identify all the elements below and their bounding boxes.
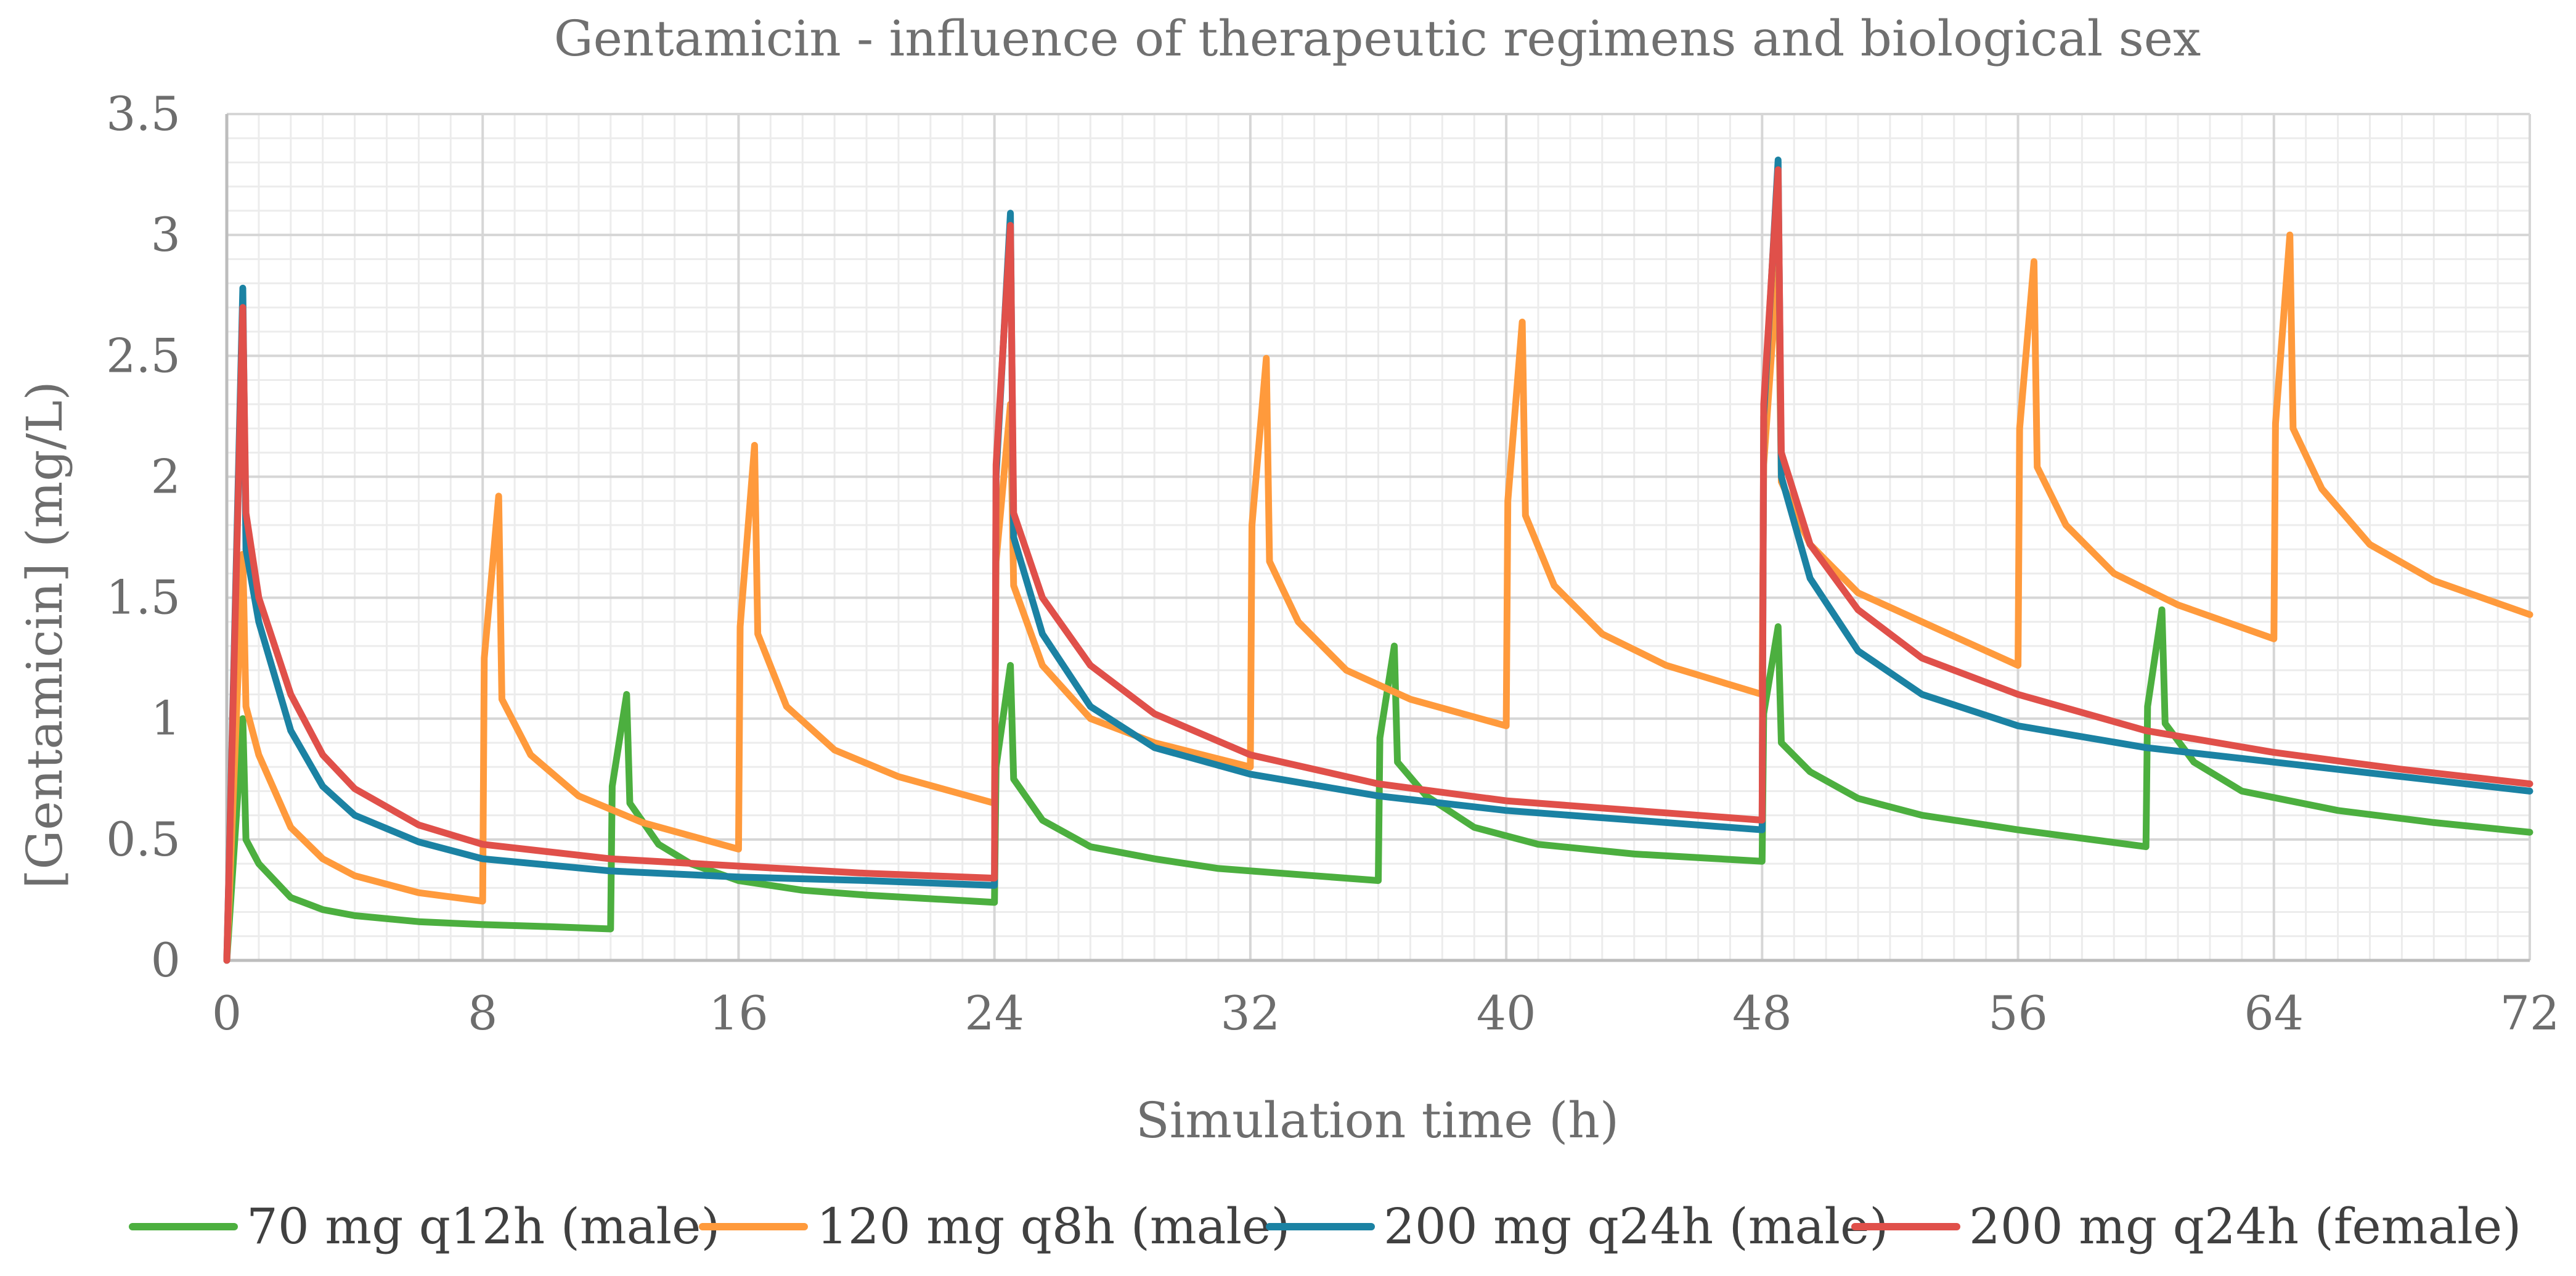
y-axis-label: [Gentamicin] (mg/L): [16, 381, 73, 888]
y-tick-label: 2.5: [106, 328, 181, 383]
x-axis-label: Simulation time (h): [1136, 1092, 1619, 1149]
x-tick-label: 32: [1221, 986, 1281, 1041]
x-tick-label: 48: [1732, 986, 1792, 1041]
series-line: [223, 231, 2533, 964]
y-tick-label: 0: [151, 933, 181, 988]
y-tick-label: 0.5: [106, 812, 181, 867]
x-tick-label: 56: [1988, 986, 2048, 1041]
x-tick-label: 64: [2244, 986, 2304, 1041]
tick-labels: 0 8 16 24 32 40 48 56 64 72 0 0.5 1 1.5 2 2.5 3 3.5: [106, 86, 2559, 1041]
legend-label: 200 mg q24h (male): [1384, 1198, 1889, 1255]
series-line: [223, 157, 2533, 964]
legend-label: 120 mg q8h (male): [817, 1198, 1290, 1255]
y-tick-label: 2: [151, 449, 181, 504]
y-tick-label: 1: [151, 691, 181, 746]
x-tick-label: 0: [212, 986, 242, 1041]
x-tick-label: 16: [709, 986, 768, 1041]
x-tick-label: 72: [2500, 986, 2560, 1041]
chart-title: Gentamicin - influence of therapeutic re…: [554, 10, 2201, 67]
y-tick-label: 3: [151, 207, 181, 262]
legend-label: 70 mg q12h (male): [247, 1198, 720, 1255]
series-line: [223, 606, 2533, 964]
x-tick-label: 8: [468, 986, 497, 1041]
x-tick-label: 24: [964, 986, 1024, 1041]
legend-label: 200 mg q24h (female): [1969, 1198, 2521, 1255]
series-line: [223, 166, 2533, 964]
y-tick-label: 3.5: [106, 86, 181, 141]
y-tick-label: 1.5: [106, 570, 181, 625]
x-tick-label: 40: [1477, 986, 1536, 1041]
legend: 70 mg q12h (male) 120 mg q8h (male) 200 mg…: [129, 1198, 2521, 1255]
series-lines: [223, 157, 2533, 964]
